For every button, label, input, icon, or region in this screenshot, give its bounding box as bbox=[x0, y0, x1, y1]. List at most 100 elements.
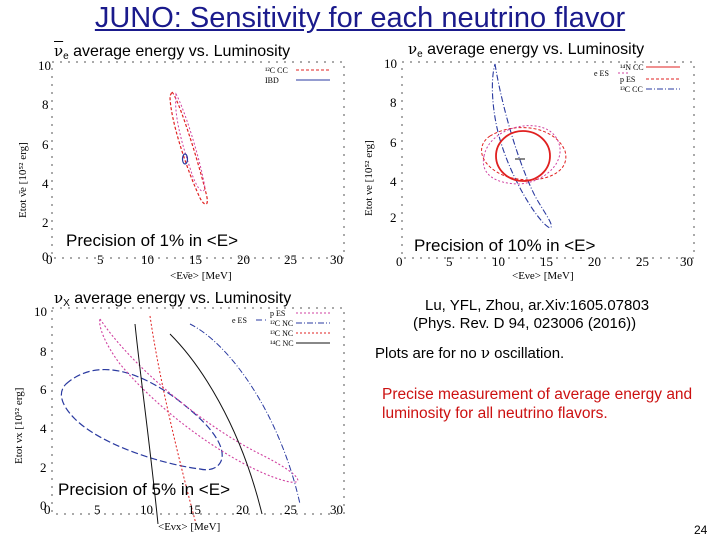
nue-frame bbox=[401, 61, 695, 259]
nue-precision-prefix: Precision of bbox=[414, 236, 508, 255]
x-tick-15: 15 bbox=[189, 252, 202, 267]
nux-x-label: <Eνx> [MeV] bbox=[158, 521, 220, 533]
nux-c13nc-contour bbox=[149, 315, 197, 525]
y-tick-8: 8 bbox=[390, 95, 397, 110]
nue-y-label: Etot νe [10⁵² erg] bbox=[363, 140, 375, 216]
nue-ees-contour bbox=[482, 125, 561, 185]
antinue-precision-value: 1% bbox=[159, 231, 185, 250]
nue-legend-0: e ES bbox=[594, 69, 609, 78]
y-tick-8: 8 bbox=[40, 344, 47, 359]
nux-precision-suffix: in <E> bbox=[176, 480, 230, 499]
nue-x-axis: 0 5 10 15 20 25 30 <Eνe> [MeV] bbox=[396, 254, 693, 282]
antinue-subscript: e bbox=[63, 51, 69, 62]
y-tick-4: 4 bbox=[40, 421, 47, 436]
nux-plot: 10 8 6 4 2 0 Etot νx [10⁵² erg] e ES p E… bbox=[13, 304, 345, 525]
nue-precision-value: 10% bbox=[507, 236, 542, 255]
y-tick-2: 2 bbox=[42, 215, 49, 230]
nue-x-label: <Eνe> [MeV] bbox=[512, 270, 574, 282]
nux-legend-4: ¹⁴C NC bbox=[270, 339, 294, 348]
x-tick-0: 0 bbox=[396, 254, 403, 269]
x-tick-30: 30 bbox=[330, 252, 343, 267]
nux-legend-0: e ES bbox=[232, 316, 247, 325]
nux-title-text: average energy vs. Luminosity bbox=[69, 290, 292, 307]
highlight-text: Precise measurement of average energy an… bbox=[382, 386, 693, 422]
y-tick-6: 6 bbox=[42, 137, 49, 152]
y-tick-2: 2 bbox=[390, 210, 397, 225]
antinue-x-label: <Eν̄e> [MeV] bbox=[170, 270, 232, 282]
antinue-legend-1: IBD bbox=[265, 76, 279, 85]
x-tick-25: 25 bbox=[284, 502, 297, 517]
nux-symbol: ν bbox=[54, 289, 64, 307]
y-tick-6: 6 bbox=[40, 382, 47, 397]
antinue-x-axis: 0 5 10 15 20 25 30 <Eν̄e> [MeV] bbox=[46, 252, 343, 282]
antinue-precision-suffix: in <E> bbox=[184, 231, 238, 250]
y-tick-10: 10 bbox=[384, 56, 397, 71]
nux-c12nc-contour bbox=[189, 323, 301, 505]
y-tick-6: 6 bbox=[390, 135, 397, 150]
oscillation-suffix: oscillation. bbox=[490, 345, 565, 362]
x-tick-15: 15 bbox=[540, 254, 553, 269]
y-tick-2: 2 bbox=[40, 460, 47, 475]
oscillation-prefix: Plots are for no bbox=[375, 345, 481, 362]
antinue-title-text: average energy vs. Luminosity bbox=[68, 43, 291, 60]
nue-c13cc-contour bbox=[491, 63, 552, 229]
slide-title: JUNO: Sensitivity for each neutrino flav… bbox=[94, 2, 626, 34]
nue-title-text: average energy vs. Luminosity bbox=[422, 41, 645, 58]
nue-precision-suffix: in <E> bbox=[541, 236, 596, 255]
nux-legend-1: p ES bbox=[270, 309, 285, 318]
x-tick-15: 15 bbox=[188, 502, 201, 517]
nux-c14nc-contour-b bbox=[169, 333, 263, 515]
nux-precision-prefix: Precision of bbox=[58, 480, 152, 499]
oscillation-note: Plots are for no ν oscillation. bbox=[375, 344, 564, 362]
antinue-plot: 10 8 6 4 2 0 Etot ν̄e [10⁵² erg] ¹²C CC … bbox=[17, 58, 345, 264]
y-tick-10: 10 bbox=[38, 58, 51, 73]
y-tick-4: 4 bbox=[42, 176, 49, 191]
x-tick-25: 25 bbox=[636, 254, 649, 269]
x-tick-30: 30 bbox=[680, 254, 693, 269]
page-number: 24 bbox=[694, 523, 708, 537]
x-tick-5: 5 bbox=[446, 254, 453, 269]
nux-pes-contour bbox=[99, 317, 299, 483]
nue-legend-1: ¹⁴N CC bbox=[620, 63, 644, 72]
nux-plot-title: νX average energy vs. Luminosity bbox=[54, 289, 291, 309]
antinue-c12cc-inner-contour bbox=[175, 92, 206, 192]
nue-pes-contour bbox=[481, 127, 567, 181]
antinue-y-label: Etot ν̄e [10⁵² erg] bbox=[17, 142, 29, 218]
x-tick-0: 0 bbox=[46, 252, 53, 267]
nue-plot: 10 8 6 4 2 Etot νe [10⁵² erg] e ES ¹⁴N C… bbox=[363, 56, 695, 259]
nux-ees-contour bbox=[60, 369, 223, 471]
reference-line-2: (Phys. Rev. D 94, 023006 (2016)) bbox=[413, 315, 637, 332]
x-tick-10: 10 bbox=[492, 254, 505, 269]
nue-legend-2: p ES bbox=[620, 75, 635, 84]
nue-symbol: ν bbox=[408, 40, 418, 58]
nux-y-label: Etot νx [10⁵² erg] bbox=[13, 388, 25, 464]
y-tick-0: 0 bbox=[40, 498, 47, 513]
x-tick-10: 10 bbox=[140, 502, 153, 517]
x-tick-5: 5 bbox=[97, 252, 104, 267]
x-tick-10: 10 bbox=[141, 252, 154, 267]
x-tick-20: 20 bbox=[237, 252, 250, 267]
antinue-ibd-contour bbox=[181, 153, 189, 165]
antinue-precision-prefix: Precision of bbox=[66, 231, 160, 250]
reference-line-1: Lu, YFL, Zhou, ar.Xiv:1605.07803 bbox=[425, 297, 650, 314]
nux-c14nc-contour-a bbox=[134, 323, 159, 525]
nue-precision: Precision of 10% in <E> bbox=[414, 236, 595, 256]
y-tick-4: 4 bbox=[390, 174, 397, 189]
nux-subscript: X bbox=[63, 298, 70, 309]
x-tick-30: 30 bbox=[330, 502, 343, 517]
nux-legend-2: ¹²C NC bbox=[270, 319, 293, 328]
nue-subscript: e bbox=[417, 49, 423, 60]
nue-n14cc-contour bbox=[495, 130, 551, 182]
y-tick-0: 0 bbox=[42, 249, 49, 264]
nue-plot-title: νe average energy vs. Luminosity bbox=[408, 40, 644, 60]
oscillation-symbol: ν bbox=[480, 344, 491, 362]
x-tick-20: 20 bbox=[588, 254, 601, 269]
nue-legend-3: ¹³C CC bbox=[620, 85, 643, 94]
nux-frame bbox=[51, 307, 345, 515]
antinue-plot-title: νe average energy vs. Luminosity bbox=[54, 42, 290, 62]
y-tick-8: 8 bbox=[42, 97, 49, 112]
antinue-symbol: ν bbox=[54, 42, 64, 60]
nux-legend-3: ¹³C NC bbox=[270, 329, 293, 338]
antinue-precision: Precision of 1% in <E> bbox=[66, 231, 238, 251]
antinue-c12cc-contour bbox=[169, 90, 208, 205]
